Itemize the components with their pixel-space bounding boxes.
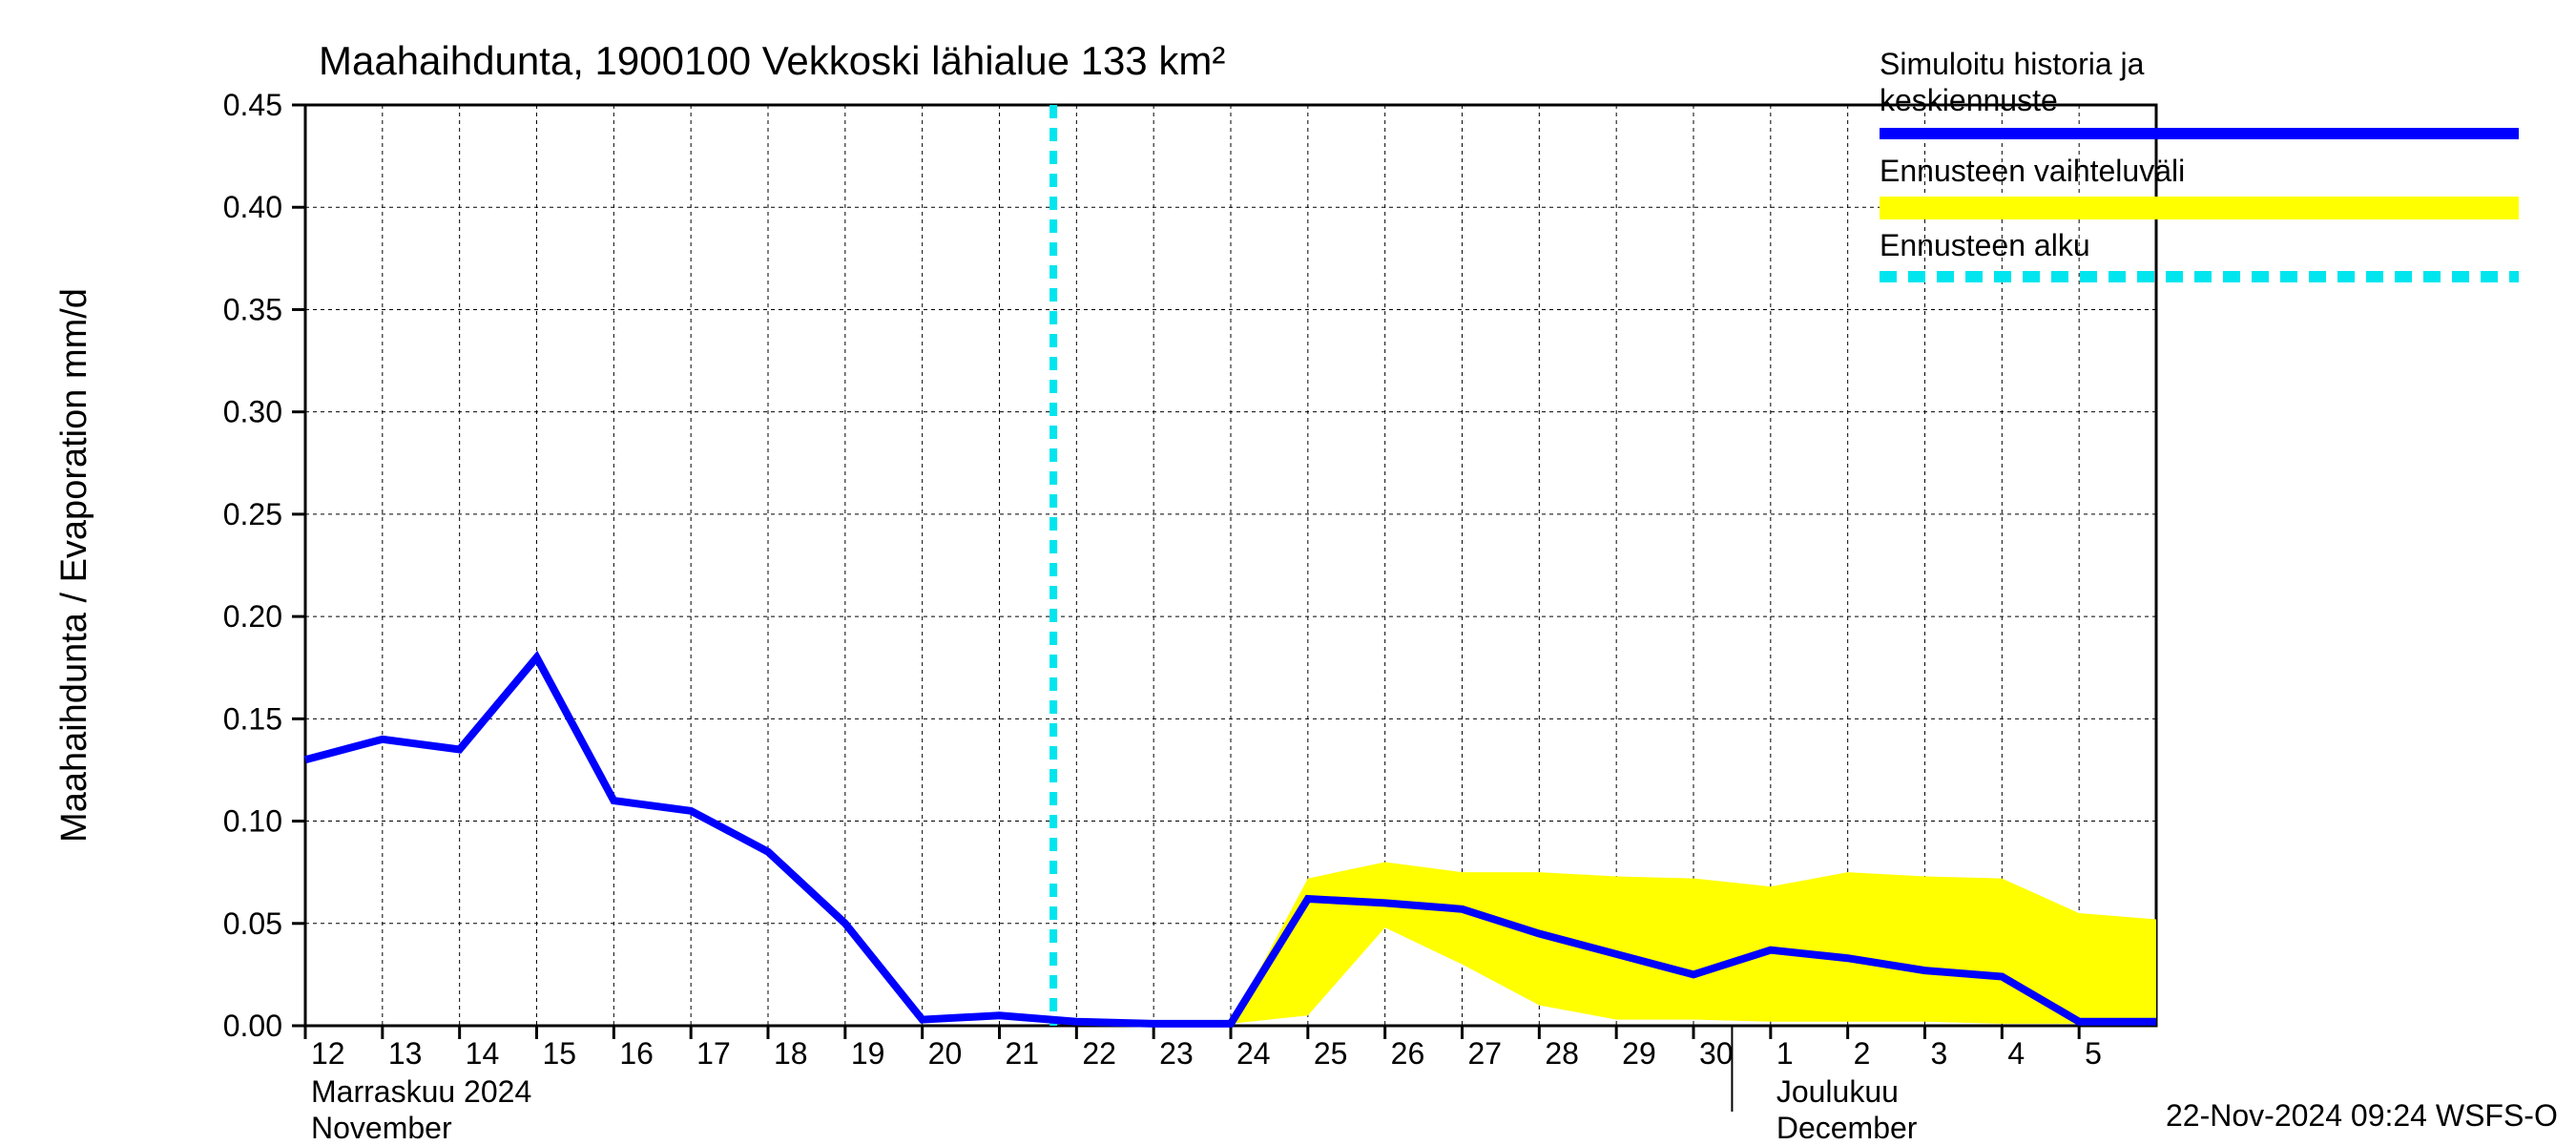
xtick-label: 21 xyxy=(1006,1036,1040,1071)
ytick-label: 0.00 xyxy=(223,1009,282,1043)
chart-title: Maahaihdunta, 1900100 Vekkoski lähialue … xyxy=(319,38,1225,83)
ytick-label: 0.20 xyxy=(223,599,282,634)
xtick-label: 14 xyxy=(466,1036,500,1071)
xtick-label: 25 xyxy=(1314,1036,1348,1071)
xtick-label: 12 xyxy=(311,1036,345,1071)
xtick-label: 28 xyxy=(1545,1036,1579,1071)
xtick-label: 16 xyxy=(619,1036,654,1071)
month-label-1: Marraskuu 2024 xyxy=(311,1074,531,1109)
ytick-label: 0.25 xyxy=(223,497,282,531)
xtick-label: 26 xyxy=(1391,1036,1425,1071)
ytick-label: 0.15 xyxy=(223,701,282,736)
month-label-2: November xyxy=(311,1111,452,1145)
month-label-2: December xyxy=(1776,1111,1918,1145)
legend-label: Ennusteen alku xyxy=(1880,228,2090,262)
legend-label: Simuloitu historia ja xyxy=(1880,47,2145,81)
legend-label: Ennusteen vaihteluväli xyxy=(1880,154,2185,188)
xtick-label: 18 xyxy=(774,1036,808,1071)
ytick-label: 0.40 xyxy=(223,190,282,224)
xtick-label: 19 xyxy=(851,1036,885,1071)
legend-swatch-band xyxy=(1880,197,2519,219)
xtick-label: 13 xyxy=(388,1036,423,1071)
xtick-label: 15 xyxy=(543,1036,577,1071)
xtick-label: 30 xyxy=(1699,1036,1734,1071)
ytick-label: 0.35 xyxy=(223,292,282,326)
xtick-label: 2 xyxy=(1854,1036,1871,1071)
legend-label: keskiennuste xyxy=(1880,83,2058,117)
ytick-label: 0.30 xyxy=(223,395,282,429)
evaporation-chart: 0.00 0.05 0.10 0.15 0.20 0.25 0.30 0.35 0.40 0.45… xyxy=(0,0,2576,1145)
xtick-label: 17 xyxy=(696,1036,731,1071)
xtick-label: 3 xyxy=(1931,1036,1948,1071)
xtick-label: 5 xyxy=(2085,1036,2102,1071)
xtick-label: 4 xyxy=(2007,1036,2025,1071)
xtick-label: 29 xyxy=(1622,1036,1656,1071)
xtick-label: 1 xyxy=(1776,1036,1794,1071)
xtick-label: 20 xyxy=(928,1036,963,1071)
xtick-label: 23 xyxy=(1159,1036,1194,1071)
ytick-label: 0.45 xyxy=(223,88,282,122)
footer-timestamp: 22-Nov-2024 09:24 WSFS-O xyxy=(2166,1098,2558,1133)
ytick-label: 0.10 xyxy=(223,804,282,839)
ytick-label: 0.05 xyxy=(223,906,282,941)
y-axis-label: Maahaihdunta / Evaporation mm/d xyxy=(54,288,94,843)
xtick-label: 22 xyxy=(1082,1036,1116,1071)
month-label-1: Joulukuu xyxy=(1776,1074,1899,1109)
xtick-label: 24 xyxy=(1236,1036,1271,1071)
xtick-label: 27 xyxy=(1468,1036,1503,1071)
